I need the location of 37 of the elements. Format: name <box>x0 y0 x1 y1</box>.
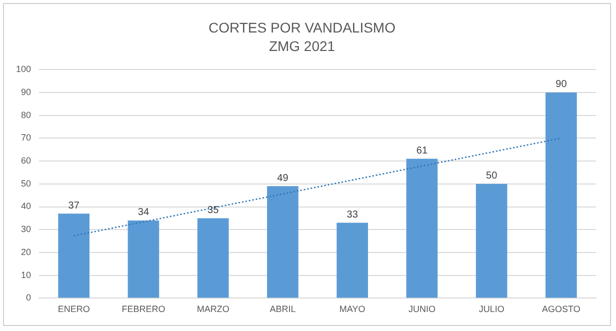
data-label: 35 <box>208 204 220 216</box>
y-tick-label: 40 <box>21 201 32 212</box>
y-tick-label: 70 <box>21 132 32 143</box>
bar <box>406 158 438 298</box>
y-tick-label: 60 <box>21 156 32 166</box>
y-tick-label: 80 <box>21 110 32 120</box>
x-tick-label: MARZO <box>196 304 230 314</box>
bar <box>128 220 160 298</box>
x-tick-label: ABRIL <box>270 304 296 314</box>
bar <box>197 218 229 298</box>
x-tick-label: FEBRERO <box>122 304 166 314</box>
data-label: 33 <box>346 210 358 221</box>
bar <box>267 186 298 298</box>
data-label: 37 <box>68 200 80 212</box>
y-tick-label: 20 <box>21 246 32 257</box>
y-tick-label: 0 <box>26 292 32 303</box>
bar <box>546 92 577 298</box>
bar <box>476 184 508 298</box>
data-label: 90 <box>556 79 568 90</box>
x-tick-label: AGOSTO <box>542 304 580 314</box>
data-label: 49 <box>277 172 289 184</box>
y-tick-label: 10 <box>21 270 32 280</box>
bar <box>58 214 90 298</box>
data-label: 50 <box>486 170 498 182</box>
data-label: 34 <box>138 207 150 218</box>
x-tick-label: MAYO <box>339 304 366 314</box>
chart-title: CORTES POR VANDALISMO <box>208 19 396 36</box>
y-tick-label: 100 <box>16 64 32 74</box>
y-tick-label: 90 <box>21 86 32 97</box>
chart-subtitle: ZMG 2021 <box>268 38 336 54</box>
data-label: 61 <box>416 146 428 157</box>
y-tick-label: 30 <box>21 224 32 234</box>
x-tick-label: JULIO <box>478 304 504 314</box>
y-tick-label: 50 <box>21 178 32 188</box>
x-tick-label: JUNIO <box>408 304 436 314</box>
x-tick-label: ENERO <box>58 304 90 314</box>
bar <box>336 222 368 298</box>
